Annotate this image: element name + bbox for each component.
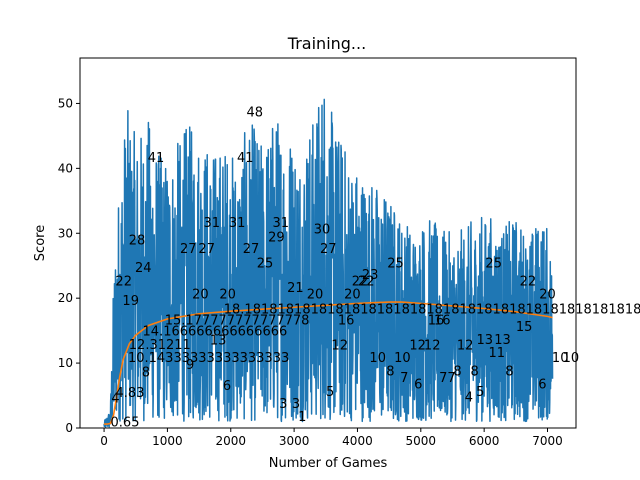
- x-tick-label: 6000: [469, 434, 500, 448]
- score-annotation: 12: [424, 339, 441, 354]
- score-annotation: 23: [362, 268, 379, 283]
- score-annotation: 27: [320, 242, 337, 257]
- score-annotation: 22: [358, 274, 375, 289]
- x-tick-label: 3000: [279, 434, 310, 448]
- y-tick-label: 30: [58, 226, 73, 240]
- score-annotation: 48: [247, 106, 264, 121]
- score-annotation: 4.83: [116, 386, 145, 401]
- score-annotation: 31: [229, 216, 246, 231]
- score-annotation: 10: [563, 351, 580, 366]
- score-annotation: 10: [552, 351, 569, 366]
- score-annotation: 31: [273, 216, 290, 231]
- x-axis: 0 1000 2000 3000 4000 5000 6000 7000: [100, 428, 563, 448]
- score-line: [103, 98, 554, 428]
- score-annotation: 31: [204, 216, 221, 231]
- score-annotation: 7: [400, 371, 408, 386]
- score-annotation: 13: [210, 334, 227, 349]
- score-annotation: 22: [352, 274, 369, 289]
- score-annotation: 8: [453, 365, 461, 380]
- y-axis: 0 10 20 30 40 50: [58, 96, 80, 435]
- score-annotation: 10: [394, 351, 411, 366]
- score-annotation: 15.177777777777778: [165, 313, 310, 328]
- score-annotation: 16: [428, 313, 445, 328]
- y-tick-label: 40: [58, 161, 73, 175]
- score-annotation: 0.65: [111, 415, 140, 430]
- score-annotation: 5: [476, 385, 484, 400]
- chart-title: Training...: [287, 34, 366, 53]
- score-annotation: 12.31211: [129, 338, 191, 353]
- mean-line: [104, 301, 553, 425]
- score-annotation: 1: [298, 410, 306, 425]
- score-annotation: 16: [434, 313, 451, 328]
- score-annotation: 9: [186, 358, 194, 373]
- score-annotation: 10.14333333333333333: [128, 351, 289, 366]
- score-annotation: 13: [494, 333, 511, 348]
- y-tick-label: 10: [58, 356, 73, 370]
- score-annotation: 12: [409, 339, 426, 354]
- score-annotation: 16: [338, 313, 355, 328]
- score-annotation: 25: [387, 256, 404, 271]
- score-annotation: 28: [129, 234, 146, 249]
- score-annotation: 25: [485, 256, 502, 271]
- score-annotation: 6: [538, 378, 546, 393]
- score-annotation: 77: [439, 371, 456, 386]
- y-axis-label: Score: [33, 225, 48, 261]
- score-annotation: 27: [243, 242, 260, 257]
- score-annotation: 20: [539, 287, 556, 302]
- score-annotation: 27: [198, 242, 215, 257]
- score-annotation: 18.1818181818181818181818181818181818181…: [224, 302, 640, 317]
- x-tick-label: 5000: [406, 434, 437, 448]
- score-annotation: 6: [223, 379, 231, 394]
- score-annotation: 41: [148, 151, 165, 166]
- score-annotation: 19: [122, 294, 139, 309]
- x-tick-label: 7000: [532, 434, 563, 448]
- score-annotation: 11: [489, 346, 506, 361]
- score-annotation: 30: [314, 223, 331, 238]
- plot-frame: [79, 57, 577, 429]
- score-series: [103, 98, 554, 428]
- score-annotation: 4: [111, 391, 119, 406]
- score-annotation: 4: [465, 391, 473, 406]
- score-annotation: 8: [470, 365, 478, 380]
- score-annotation: 29: [268, 230, 285, 245]
- score-annotation: 8: [505, 365, 513, 380]
- x-tick-label: 1000: [152, 434, 183, 448]
- score-annotation: 20: [307, 287, 324, 302]
- score-annotation: 22: [520, 274, 537, 289]
- score-annotation: 14.166666666666666: [143, 324, 288, 339]
- score-annotation: 12: [331, 339, 348, 354]
- score-annotation: 20: [192, 287, 209, 302]
- score-annotation: 13: [477, 333, 494, 348]
- x-tick-label: 4000: [342, 434, 373, 448]
- annotations: 0.6544.83810.1433333333333333312.3121114…: [111, 106, 640, 431]
- score-annotation: 3: [279, 397, 287, 412]
- score-annotation: 27: [180, 242, 197, 257]
- score-annotation: 6: [414, 378, 422, 393]
- score-annotation: 15: [516, 320, 533, 335]
- x-tick-label: 0: [100, 434, 108, 448]
- score-annotation: 24: [135, 261, 152, 276]
- y-tick-label: 50: [58, 96, 73, 110]
- score-annotation: 25: [257, 256, 274, 271]
- y-tick-label: 20: [58, 291, 73, 305]
- score-annotation: 10: [369, 351, 386, 366]
- x-tick-label: 2000: [215, 434, 246, 448]
- score-annotation: 22: [115, 274, 132, 289]
- score-annotation: 8: [142, 365, 150, 380]
- score-annotation: 8: [386, 365, 394, 380]
- score-annotation: 3: [292, 397, 300, 412]
- x-axis-label: Number of Games: [269, 456, 388, 471]
- score-annotation: 12: [457, 339, 474, 354]
- score-annotation: 20: [344, 287, 361, 302]
- score-annotation: 41: [237, 151, 254, 166]
- mean-series: [104, 301, 553, 425]
- score-annotation: 21: [287, 281, 304, 296]
- y-tick-label: 0: [65, 421, 73, 435]
- score-annotation: 5: [326, 385, 334, 400]
- score-annotation: 20: [219, 287, 236, 302]
